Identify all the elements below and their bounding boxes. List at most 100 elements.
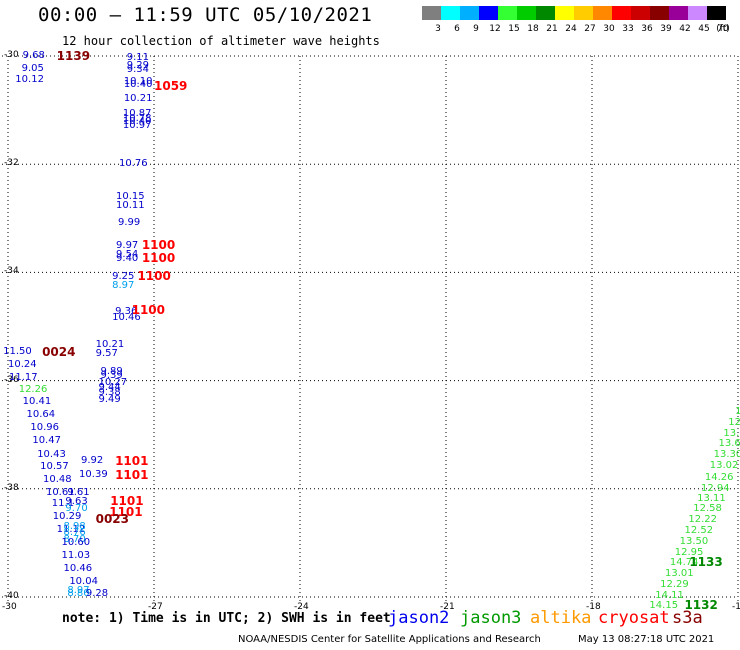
satellite-s3a: s3a <box>672 608 703 628</box>
wave-height-value: 11.12 <box>56 523 86 535</box>
wave-height-value: 8.70 <box>63 533 86 545</box>
wave-height-value: 12.58 <box>693 503 722 515</box>
legend-swatch <box>593 6 612 20</box>
wave-height-value: 9.68 <box>22 50 45 61</box>
wave-height-value: 14.26 <box>704 471 734 483</box>
wave-height-value: 12.26 <box>18 384 48 396</box>
wave-height-value: 13.53 <box>723 427 740 439</box>
legend-label: 42 <box>679 24 691 34</box>
legend-label: 30 <box>603 24 615 34</box>
pass-time-label: 1139 <box>56 49 91 63</box>
wave-height-value: 11.03 <box>61 549 91 561</box>
longitude-tick-label: -21 <box>440 602 455 612</box>
legend-swatch <box>631 6 650 20</box>
legend-label: 70 <box>717 24 729 34</box>
wave-height-value: 10.64 <box>26 409 56 421</box>
legend-swatch <box>441 6 460 20</box>
wave-height-value: 11.1 <box>51 497 75 509</box>
pass-time-label: 1100 <box>131 303 166 318</box>
pass-time-label: 1101 <box>115 453 149 468</box>
legend-unit: (ft) <box>716 24 730 34</box>
wave-height-value: 9.05 <box>21 62 44 74</box>
legend-swatch <box>688 6 707 20</box>
wave-height-value: 8.97 <box>67 584 90 596</box>
wave-height-value: 10.96 <box>30 422 60 434</box>
pass-time-label: 1100 <box>141 251 176 266</box>
wave-height-value: 10.60 <box>61 536 91 548</box>
wave-height-value: 10.10 <box>123 75 153 87</box>
wave-height-value: 12.73 <box>728 416 740 428</box>
legend-label: 36 <box>641 24 653 34</box>
legend-label: 24 <box>565 24 577 34</box>
longitude-tick-label: -18 <box>586 602 601 612</box>
wave-height-value: 9.63 <box>65 495 88 507</box>
wave-height-value: 9.49 <box>98 394 121 406</box>
wave-height-value: 10.21 <box>95 338 125 350</box>
wave-height-value: 14.15 <box>649 599 679 611</box>
wave-height-value: 12.29 <box>660 579 689 591</box>
wave-height-value: 9.44 <box>98 382 121 394</box>
legend-swatch <box>707 6 726 20</box>
wave-height-value: 9.11 <box>126 52 149 64</box>
pass-time-label: 1100 <box>137 268 171 283</box>
wave-height-value: 13.50 <box>679 535 709 547</box>
legend-label: 39 <box>660 24 672 34</box>
legend-label: 6 <box>454 24 460 34</box>
wave-height-value: 12.22 <box>688 514 717 526</box>
wave-height-value: 10.40 <box>122 116 152 127</box>
legend-label: 33 <box>622 24 634 34</box>
map-subtitle: 12 hour collection of altimeter wave hei… <box>62 34 380 48</box>
latitude-tick-label: -40 <box>4 591 19 601</box>
wave-height-value: 9.25 <box>112 270 135 282</box>
legend-swatch <box>479 6 498 20</box>
latitude-tick-label: -38 <box>4 482 19 493</box>
pass-time-label: 1132 <box>684 597 718 612</box>
wave-height-value: 10.97 <box>122 120 152 132</box>
legend-swatch <box>650 6 669 20</box>
wave-height-value: 10.11 <box>116 200 145 212</box>
wave-height-value: 9.61 <box>67 487 90 499</box>
pass-time-label: 1100 <box>141 238 176 253</box>
satellite-jason3: jason3 <box>460 608 522 628</box>
wave-height-value: 9.54 <box>116 248 139 260</box>
wave-height-value: 14.74 <box>669 557 699 569</box>
wave-height-value: 9.38 <box>98 386 121 398</box>
wave-height-value: 10.04 <box>69 575 98 587</box>
legend-swatch <box>536 6 555 20</box>
pass-time-label: 1059 <box>154 79 188 94</box>
wave-height-value: 10.47 <box>32 435 61 447</box>
wave-height-value: 10.21 <box>123 93 153 105</box>
wave-height-value: 13.2 <box>735 405 740 417</box>
wave-height-value: 13.01 <box>665 568 694 580</box>
wave-height-value: 9.39 <box>100 370 123 382</box>
wave-height-value: 10.87 <box>122 108 152 120</box>
wave-height-value: 10.15 <box>116 190 145 202</box>
legend-label: 15 <box>508 24 520 34</box>
wave-height-value: 13.3 <box>739 396 740 406</box>
wave-height-value: 9.40 <box>116 253 139 265</box>
wave-height-value: 12.94 <box>701 482 730 494</box>
longitude-tick-label: -15 <box>732 602 740 612</box>
wave-height-value: 9.36 <box>115 305 138 317</box>
wave-height-value: 9.34 <box>126 64 149 76</box>
wave-height-value: 10.78 <box>122 112 152 124</box>
wave-height-value: 13.11 <box>697 492 726 504</box>
legend-label: 3 <box>435 24 441 34</box>
pass-time-label: 1133 <box>689 555 723 570</box>
latitude-tick-label: -36 <box>4 374 19 385</box>
wave-height-value: 10.40 <box>123 79 153 91</box>
legend-swatch <box>555 6 574 20</box>
satellite-cryosat: cryosat <box>598 608 670 628</box>
map-title: 00:00 – 11:59 UTC 05/10/2021 <box>38 4 373 26</box>
legend-swatch <box>574 6 593 20</box>
longitude-tick-label: -24 <box>294 602 309 612</box>
latitude-tick-label: -30 <box>4 50 19 60</box>
generated-timestamp: May 13 08:27:18 UTC 2021 <box>578 634 715 645</box>
wave-height-value: 10.46 <box>63 562 93 574</box>
pass-time-label: 1101 <box>109 504 143 519</box>
wave-height-value: 12.52 <box>684 524 714 536</box>
legend-swatch <box>498 6 517 20</box>
legend-label: 18 <box>527 24 539 34</box>
wave-height-value: 9.70 <box>65 503 88 515</box>
